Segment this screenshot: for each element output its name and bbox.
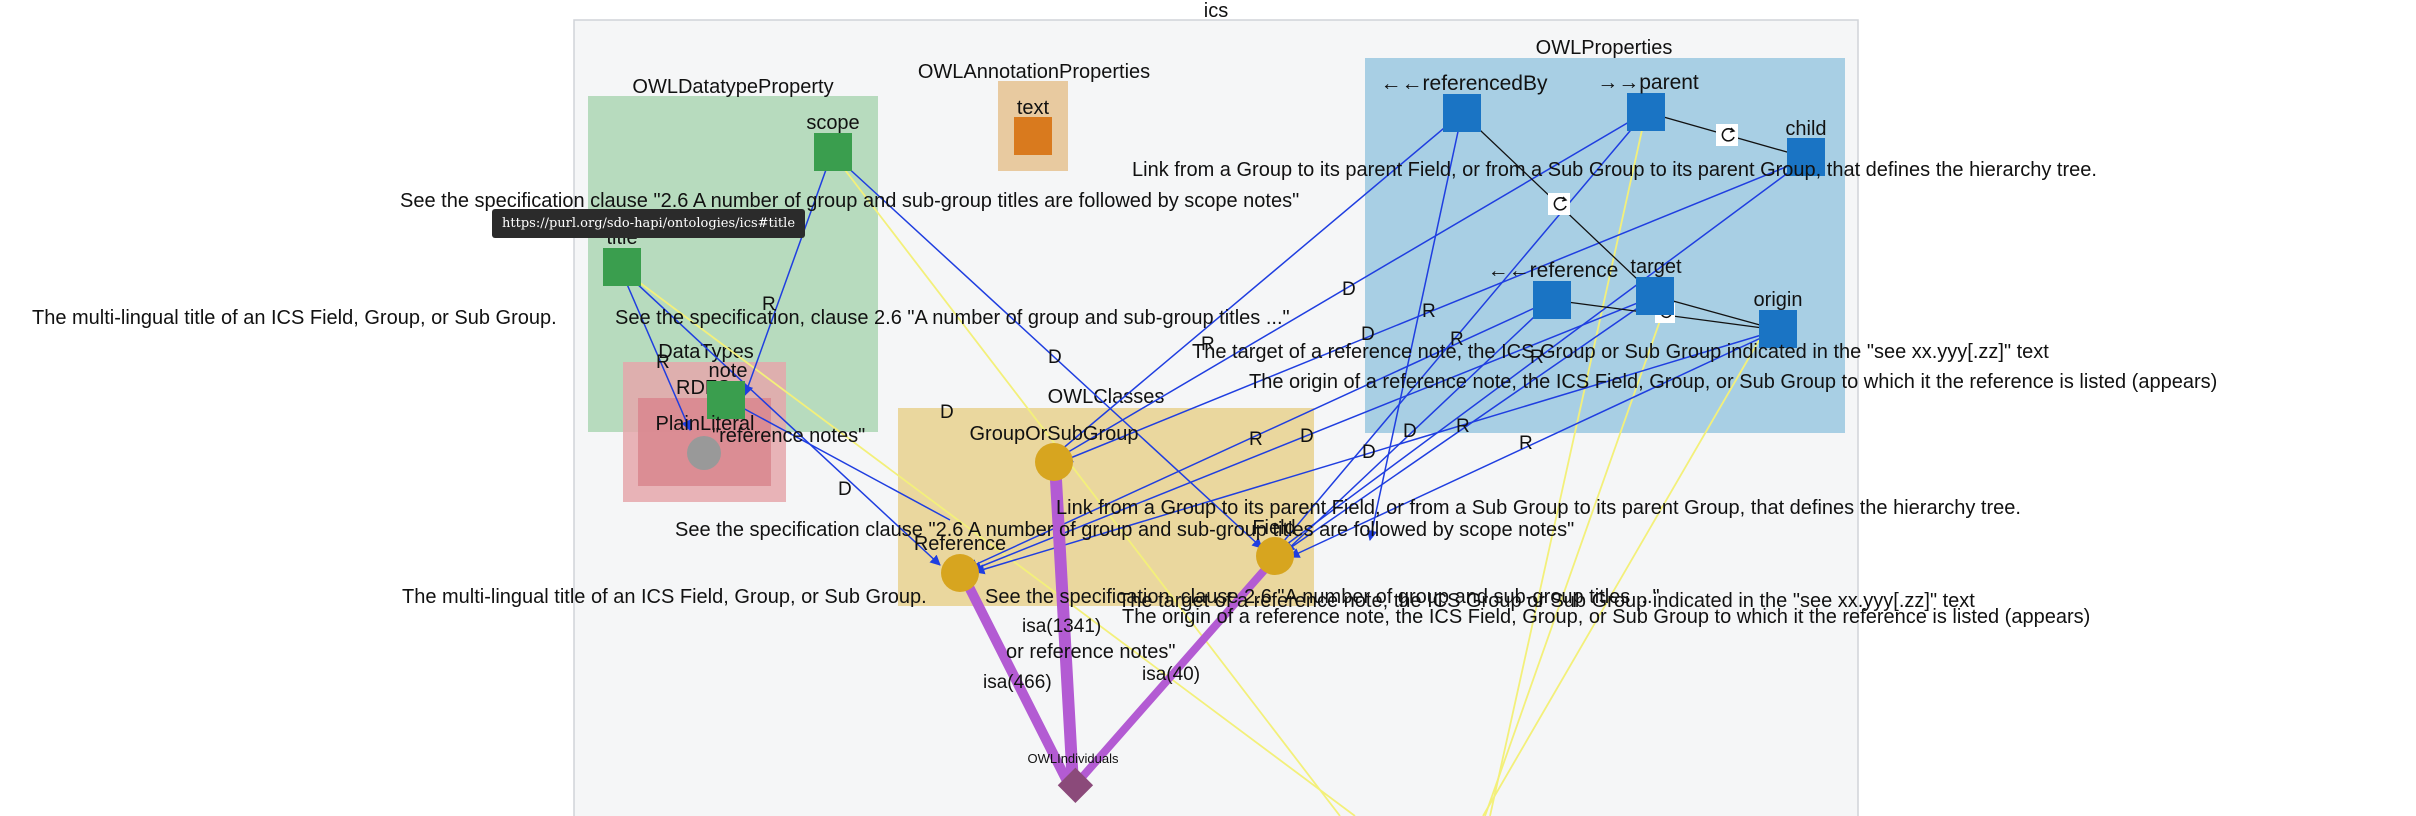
isa-label: isa(40) [1142,664,1200,685]
comment-reference-notes: "reference notes" [712,425,865,447]
class-node-group-or-subgroup[interactable]: GroupOrSubGroup [970,423,1139,481]
node-label: target [1630,256,1682,278]
datatypes-group-title: DataTypes [658,341,754,363]
comment-origin: The origin of a reference note, the ICS … [1249,371,2217,393]
property-node-note[interactable]: note [707,360,747,419]
datatypes-group: DataTypes RDFS [623,341,786,502]
isa-label: isa(1341) [1022,616,1101,637]
node-label: ←←reference [1488,259,1619,282]
comment-parent-lower: Link from a Group to its parent Field, o… [1056,497,2021,519]
owl-classes-group-title: OWLClasses [1048,386,1165,408]
node-tooltip: https://purl.org/sdo-hapi/ontologies/ics… [492,209,806,238]
class-node-reference[interactable]: Reference [914,533,1006,592]
annotation-edges [619,111,1766,816]
annotation-properties-group-title: OWLAnnotationProperties [918,61,1150,83]
comment-note-lower: See the specification, clause 2.6 "A num… [985,586,1660,608]
comment-title-lower: The multi-lingual title of an ICS Field,… [402,586,927,608]
comment-scope: See the specification clause "2.6 A numb… [400,190,1299,212]
edge-labels: R R D D D R D D R R R R D D R D R isa(13… [656,279,1544,693]
edge-label-range: R [1456,416,1470,437]
annotation-comments: See the specification clause "2.6 A numb… [32,159,2217,663]
comment-title: The multi-lingual title of an ICS Field,… [32,307,557,329]
property-node-reference[interactable]: ←←reference [1488,259,1619,319]
property-node-referenced-by[interactable]: ←←referencedBy [1381,72,1548,132]
edge-label-domain: D [1362,442,1376,463]
edge-label-domain: D [838,479,852,500]
edge-label-domain: D [1342,279,1356,300]
edge-label-range: R [762,294,776,315]
node-label: text [1017,97,1050,119]
object-properties-group-title: OWLProperties [1536,37,1673,59]
comment-target-lower: The target of a reference note, the ICS … [1118,590,1975,612]
edge-label-range: R [1201,334,1215,355]
isa-label: isa(466) [983,672,1052,693]
edge-label-domain: D [1403,421,1417,442]
node-label: Field [1252,517,1295,539]
node-label: OWLIndividuals [1027,751,1119,766]
property-node-text[interactable]: text [1014,97,1052,155]
node-label: child [1785,118,1826,140]
isa-edges [957,456,1279,792]
property-node-child[interactable]: child [1785,118,1827,176]
edge-label-range: R [656,352,670,373]
comment-origin-lower: The origin of a reference note, the ICS … [1122,606,2090,628]
node-label: GroupOrSubGroup [970,423,1139,445]
class-node-field[interactable]: Field [1252,517,1296,575]
comment-note: See the specification, clause 2.6 "A num… [615,307,1290,329]
datatype-property-group-title: OWLDatatypeProperty [632,76,833,98]
domain-range-edges [619,111,1809,575]
comment-parent: Link from a Group to its parent Field, o… [1132,159,2097,181]
comment-target: The target of a reference note, the ICS … [1192,341,2049,363]
edge-label-domain: D [1048,347,1062,368]
edge-label-range: R [1249,429,1263,450]
comment-scope-lower: See the specification clause "2.6 A numb… [675,519,1574,541]
node-label: PlainLiteral [656,413,755,435]
node-label: Reference [914,533,1006,555]
edge-label-domain: D [1300,426,1314,447]
property-node-scope[interactable]: scope [806,112,860,171]
node-label: note [709,360,748,382]
edge-label-range: R [1422,301,1436,322]
datatype-node-plain-literal[interactable]: PlainLiteral [656,413,755,470]
edge-label-range: R [1450,329,1464,350]
edge-label-domain: D [940,402,954,423]
node-label: →→parent [1597,71,1699,94]
comment-reference-notes-lower: or reference notes" [1006,641,1175,663]
self-loop-icon[interactable] [1716,124,1738,146]
node-label: origin [1754,289,1803,311]
self-loop-icon[interactable] [1548,193,1570,215]
edge-label-range: R [1530,347,1544,368]
property-node-origin[interactable]: origin [1754,289,1803,348]
property-node-parent[interactable]: →→parent [1597,71,1699,131]
edge-label-range: R [1519,433,1533,454]
graph-title: ics [1204,0,1228,22]
node-label: ←←referencedBy [1381,72,1548,95]
node-label: scope [806,112,859,134]
property-node-target[interactable]: target [1630,256,1682,315]
individuals-node[interactable]: OWLIndividuals [1027,751,1119,803]
edge-label-domain: D [1361,324,1375,345]
